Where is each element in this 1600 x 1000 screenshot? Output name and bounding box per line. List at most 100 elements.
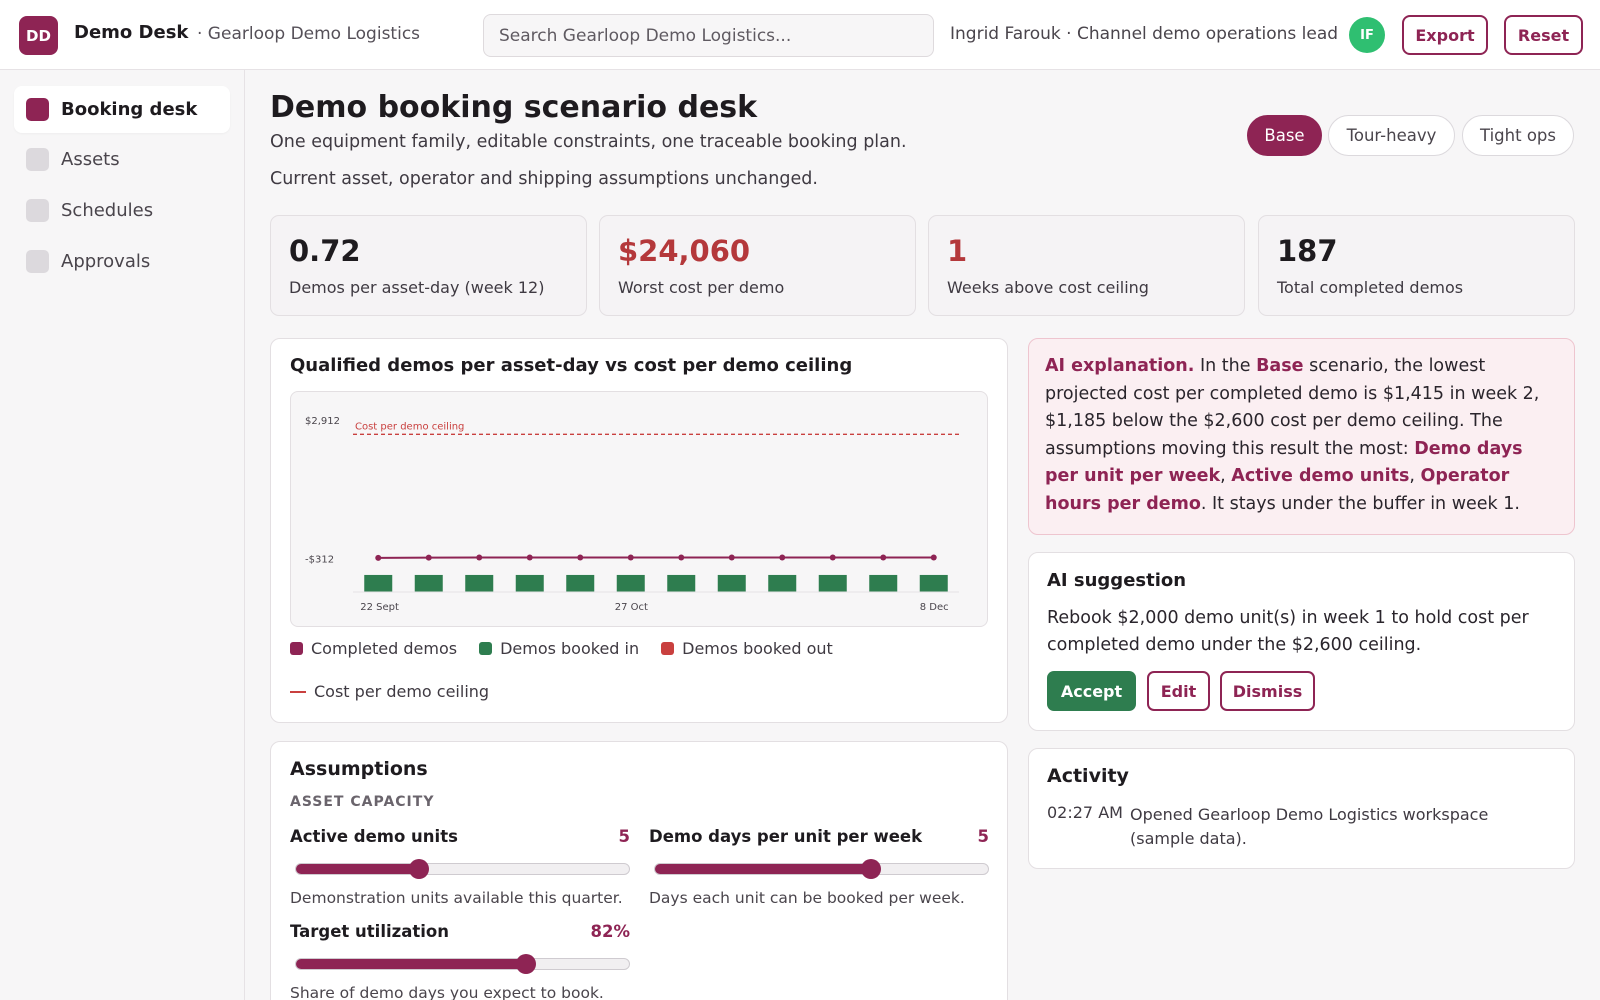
bar-booked-in [768,574,797,592]
activity-time: 02:27 AM [1047,803,1123,822]
kpi-card-demos-per-asset-day: 0.72 Demos per asset-day (week 12) [270,215,587,316]
slider-fill [296,959,526,969]
ai-suggestion-text: Rebook $2,000 demo unit(s) in week 1 to … [1047,608,1529,655]
point-completed-demos [829,554,836,561]
point-completed-demos [375,554,382,561]
slider-track[interactable] [295,954,630,974]
workspace-name: · Gearloop Demo Logistics [197,24,421,44]
legend-label: Demos booked out [682,639,833,658]
point-completed-demos [526,554,533,561]
bar-booked-in [364,574,393,592]
kpi-card-weeks-above-ceiling: 1 Weeks above cost ceiling [928,215,1245,316]
dismiss-button[interactable]: Dismiss [1220,671,1315,711]
bar-booked-in [717,574,746,592]
slider-demo-days-per-unit: Demo days per unit per week 5 Days each … [649,827,989,907]
ai-suggestion-card: AI suggestion Rebook $2,000 demo unit(s)… [1028,552,1575,731]
slider-value: 82% [590,922,631,941]
kpi-card-worst-cost: $24,060 Worst cost per demo [599,215,916,316]
schedules-icon [26,199,49,222]
slider-thumb[interactable] [515,954,536,974]
ai-explanation-lead: AI explanation. [1045,356,1195,376]
y-tick-label: -$312 [305,554,334,565]
bar-booked-in [515,574,544,592]
sidebar-item-booking-desk[interactable]: Booking desk [14,86,230,133]
avatar[interactable]: IF [1349,17,1385,53]
bar-booked-in [616,574,645,592]
slider-fill [296,864,420,874]
accept-button[interactable]: Accept [1047,671,1136,711]
sidebar-item-assets[interactable]: Assets [14,136,230,183]
slider-help: Demonstration units available this quart… [290,889,623,907]
app-name: Demo Desk [74,22,189,43]
legend-swatch [661,642,675,655]
slider-thumb[interactable] [409,859,430,879]
booking-desk-icon [26,98,49,121]
bar-booked-in [414,574,443,592]
sidebar-item-approvals[interactable]: Approvals [14,238,230,285]
export-button[interactable]: Export [1402,15,1488,55]
point-completed-demos [627,554,634,561]
page-title: Demo booking scenario desk [270,90,758,125]
legend-line-swatch [290,690,306,693]
slider-track[interactable] [295,859,630,879]
chart-frame: $2,912 -$312 Cost per demo ceiling 22 Sept 2… [290,391,988,627]
scenario-tour-heavy-button[interactable]: Tour-heavy [1328,115,1455,156]
ai-explanation-panel: AI explanation. In the Base scenario, th… [1028,338,1575,535]
sidebar-item-label: Booking desk [61,99,198,120]
slider-help: Days each unit can be booked per week. [649,889,965,907]
assumptions-card: Assumptions ASSET CAPACITY Active demo u… [270,741,1008,1000]
top-bar: DD Demo Desk · Gearloop Demo Logistics I… [0,0,1600,70]
ai-suggestion-title: AI suggestion [1047,570,1187,591]
ai-driver: Active demo units [1231,466,1410,486]
point-completed-demos [880,554,887,561]
x-tick-label: 22 Sept [360,602,399,613]
activity-text: Opened Gearloop Demo Logistics workspace… [1130,805,1489,848]
search-input[interactable] [483,14,934,57]
chart-title: Qualified demos per asset-day vs cost pe… [290,355,853,376]
legend-item-ceiling: Cost per demo ceiling [290,682,489,701]
bar-booked-in [818,574,847,592]
slider-value: 5 [977,827,989,846]
sidebar-item-label: Schedules [61,200,154,221]
slider-track[interactable] [654,859,989,879]
kpi-value: 187 [1277,234,1338,268]
chart-card: Qualified demos per asset-day vs cost pe… [270,338,1008,723]
bar-booked-in [869,574,898,592]
activity-title: Activity [1047,765,1129,787]
legend-item-booked-out: Demos booked out [661,639,833,658]
activity-card: Activity 02:27 AM Opened Gearloop Demo L… [1028,748,1575,869]
slider-target-utilization: Target utilization 82% Share of demo day… [290,922,630,1000]
x-tick-label: 27 Oct [615,602,648,613]
ai-explanation-text: In the [1194,356,1257,376]
kpi-label: Total completed demos [1277,278,1464,297]
ai-explanation-text: . It stays under the buffer in week 1. [1200,493,1520,514]
sidebar-item-schedules[interactable]: Schedules [14,187,230,234]
ai-separator: , [1409,466,1421,486]
legend-item-booked-in: Demos booked in [479,639,639,658]
ceiling-label: Cost per demo ceiling [355,421,464,432]
point-completed-demos [577,554,584,561]
bar-booked-in [465,574,494,592]
ai-separator: , [1220,466,1232,486]
legend-swatch [290,642,303,655]
chart-legend-line: Cost per demo ceiling [290,682,511,701]
bar-booked-in [566,574,595,592]
legend-swatch [479,642,493,655]
user-name-role: Ingrid Farouk · Channel demo operations … [950,24,1339,44]
scenario-base-button[interactable]: Base [1247,115,1322,156]
approvals-icon [26,250,49,273]
point-completed-demos [930,554,937,561]
legend-label: Completed demos [311,639,458,658]
assets-icon [26,148,49,171]
kpi-value: 1 [947,234,968,268]
ai-explanation-text: scenario, the lowest projected cost per … [1045,356,1540,459]
reset-button[interactable]: Reset [1504,15,1583,55]
slider-help: Share of demo days you expect to book. [290,984,604,1000]
legend-item-completed: Completed demos [290,639,457,658]
edit-button[interactable]: Edit [1147,671,1210,711]
scenario-tight-ops-button[interactable]: Tight ops [1462,115,1574,156]
app-logo[interactable]: DD [19,16,58,55]
page-subtitle: One equipment family, editable constrain… [270,132,907,152]
slider-thumb[interactable] [861,859,882,879]
kpi-label: Weeks above cost ceiling [947,278,1149,297]
